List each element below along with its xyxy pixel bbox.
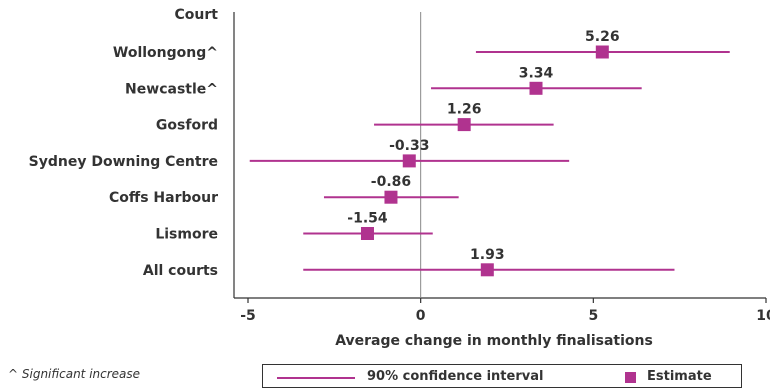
estimate-marker — [595, 45, 609, 59]
category-label: All courts — [143, 263, 218, 279]
estimate-marker — [529, 81, 543, 95]
category-label: Gosford — [156, 118, 218, 134]
estimate-value-label: -1.54 — [347, 211, 388, 227]
legend: 90% confidence interval Estimate — [262, 364, 742, 388]
category-label: Newcastle^ — [125, 81, 218, 97]
estimate-value-label: 3.34 — [519, 65, 554, 81]
estimate-value-label: 1.93 — [470, 247, 505, 263]
estimate-marker — [384, 190, 398, 204]
footnote: ^ Significant increase — [8, 367, 141, 381]
x-axis-title: Average change in monthly finalisations — [335, 333, 653, 349]
x-tick-label: 10 — [756, 308, 770, 324]
legend-ci-label: 90% confidence interval — [367, 369, 544, 384]
estimate-marker — [480, 263, 494, 277]
category-label: Coffs Harbour — [109, 190, 218, 206]
category-label: Lismore — [155, 227, 218, 243]
category-header: Court — [175, 7, 219, 23]
category-label: Wollongong^ — [113, 45, 218, 61]
legend-estimate-swatch — [625, 372, 636, 383]
estimate-marker — [457, 118, 471, 132]
estimate-value-label: -0.33 — [389, 138, 429, 154]
x-tick-label: 5 — [588, 308, 598, 324]
legend-estimate-label: Estimate — [647, 369, 712, 384]
estimate-marker — [360, 227, 374, 240]
forest-plot: Court -5 0 5 10 Wollongong^ 5.26 Newcastle^ 3.3… — [29, 7, 770, 349]
estimate-value-label: 1.26 — [447, 102, 482, 118]
plot-area: -5 0 5 10 Wollongong^ 5.26 Newcastle^ 3.34 Gosfo… — [29, 12, 770, 324]
estimate-value-label: -0.86 — [371, 174, 411, 190]
x-tick-label: 0 — [416, 308, 426, 324]
category-label: Sydney Downing Centre — [29, 154, 218, 170]
estimate-marker — [402, 154, 416, 168]
legend-ci-swatch — [277, 377, 355, 379]
estimate-value-label: 5.26 — [585, 29, 620, 45]
x-tick-label: -5 — [240, 308, 256, 324]
